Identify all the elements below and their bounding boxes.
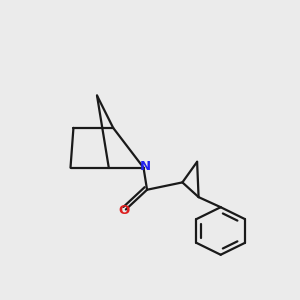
Text: N: N <box>140 160 151 173</box>
Text: O: O <box>119 205 130 218</box>
